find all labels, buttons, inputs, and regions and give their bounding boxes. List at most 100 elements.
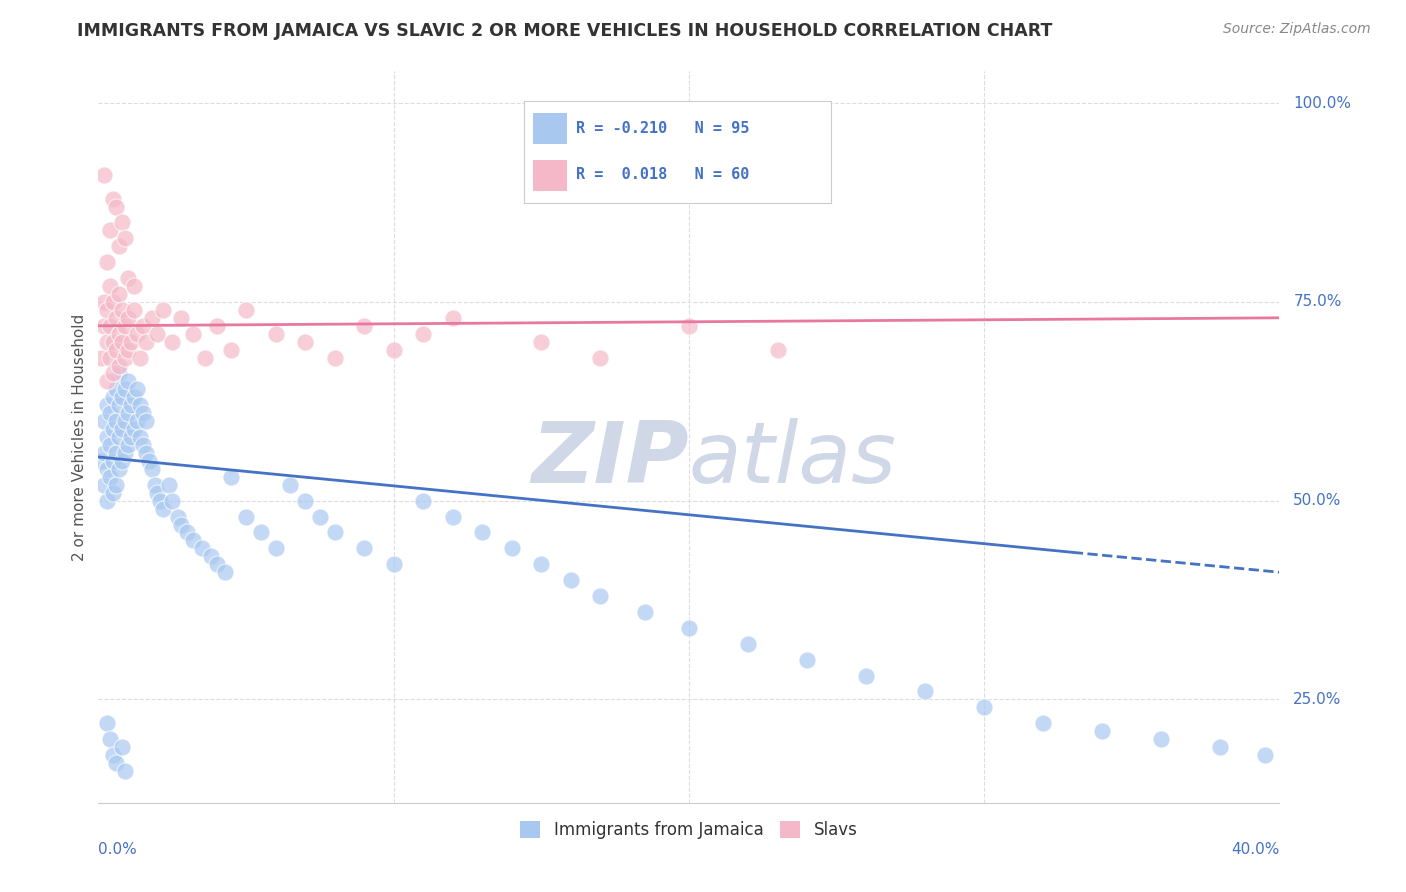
Point <box>98 406 121 420</box>
Point <box>135 446 157 460</box>
Point <box>128 398 150 412</box>
Text: 40.0%: 40.0% <box>1232 842 1279 856</box>
Point <box>205 318 228 333</box>
Text: 50.0%: 50.0% <box>1294 493 1341 508</box>
Point <box>149 493 172 508</box>
Point <box>194 351 217 365</box>
Point <box>103 334 125 349</box>
Point <box>93 294 115 309</box>
Point <box>132 318 155 333</box>
Point <box>162 334 183 349</box>
Text: 100.0%: 100.0% <box>1294 95 1351 111</box>
Point <box>105 756 128 770</box>
Point <box>353 541 375 556</box>
Point <box>90 454 112 468</box>
Point <box>117 343 139 357</box>
Point <box>98 470 121 484</box>
Point <box>294 334 316 349</box>
Point <box>132 406 155 420</box>
Point <box>111 422 134 436</box>
Point <box>138 454 160 468</box>
Point <box>111 454 134 468</box>
Point <box>141 462 163 476</box>
Point <box>108 239 131 253</box>
Point <box>93 477 115 491</box>
Point <box>114 351 136 365</box>
Point <box>125 383 148 397</box>
Point <box>103 748 125 763</box>
Point <box>105 200 128 214</box>
Point <box>412 493 434 508</box>
Point <box>323 525 346 540</box>
Point <box>96 375 118 389</box>
Point <box>1150 732 1173 747</box>
Point <box>152 302 174 317</box>
Point <box>132 438 155 452</box>
Point <box>98 223 121 237</box>
Point <box>1254 748 1277 763</box>
Point <box>103 192 125 206</box>
Point <box>96 462 118 476</box>
Point <box>152 501 174 516</box>
Point <box>235 509 257 524</box>
Point <box>105 477 128 491</box>
Point <box>135 334 157 349</box>
Point <box>111 334 134 349</box>
Point <box>382 558 405 572</box>
Point <box>264 326 287 341</box>
Point <box>167 509 190 524</box>
Point <box>441 310 464 325</box>
Point <box>323 351 346 365</box>
Point <box>122 302 145 317</box>
Point <box>114 414 136 428</box>
Point <box>125 326 148 341</box>
Point <box>589 351 612 365</box>
Point <box>1209 740 1232 755</box>
Point <box>122 279 145 293</box>
Point <box>973 700 995 714</box>
Point <box>93 446 115 460</box>
Point <box>103 485 125 500</box>
Point <box>93 168 115 182</box>
Point <box>560 573 582 587</box>
Point <box>412 326 434 341</box>
Point <box>93 414 115 428</box>
Point <box>157 477 180 491</box>
Point <box>114 383 136 397</box>
Point <box>170 310 193 325</box>
Point <box>200 549 222 564</box>
Point <box>221 343 243 357</box>
Point <box>114 231 136 245</box>
Point <box>105 310 128 325</box>
Point <box>111 302 134 317</box>
Point <box>141 310 163 325</box>
Point <box>96 334 118 349</box>
Point <box>125 414 148 428</box>
Point <box>280 477 302 491</box>
Point <box>382 343 405 357</box>
Point <box>264 541 287 556</box>
Point <box>98 438 121 452</box>
Point <box>105 343 128 357</box>
Point <box>111 390 134 404</box>
Text: 25.0%: 25.0% <box>1294 692 1341 707</box>
Point <box>108 287 131 301</box>
Point <box>96 430 118 444</box>
Point <box>114 764 136 778</box>
Point <box>914 684 936 698</box>
Point <box>117 271 139 285</box>
Point <box>117 406 139 420</box>
Text: IMMIGRANTS FROM JAMAICA VS SLAVIC 2 OR MORE VEHICLES IN HOUSEHOLD CORRELATION CH: IMMIGRANTS FROM JAMAICA VS SLAVIC 2 OR M… <box>77 22 1053 40</box>
Point <box>855 668 877 682</box>
Point <box>678 621 700 635</box>
Point <box>96 716 118 731</box>
Point <box>105 414 128 428</box>
Point <box>1091 724 1114 739</box>
Point <box>170 517 193 532</box>
Point <box>103 390 125 404</box>
Point <box>250 525 273 540</box>
Point <box>353 318 375 333</box>
Point <box>96 493 118 508</box>
Point <box>294 493 316 508</box>
Text: ZIP: ZIP <box>531 417 689 500</box>
